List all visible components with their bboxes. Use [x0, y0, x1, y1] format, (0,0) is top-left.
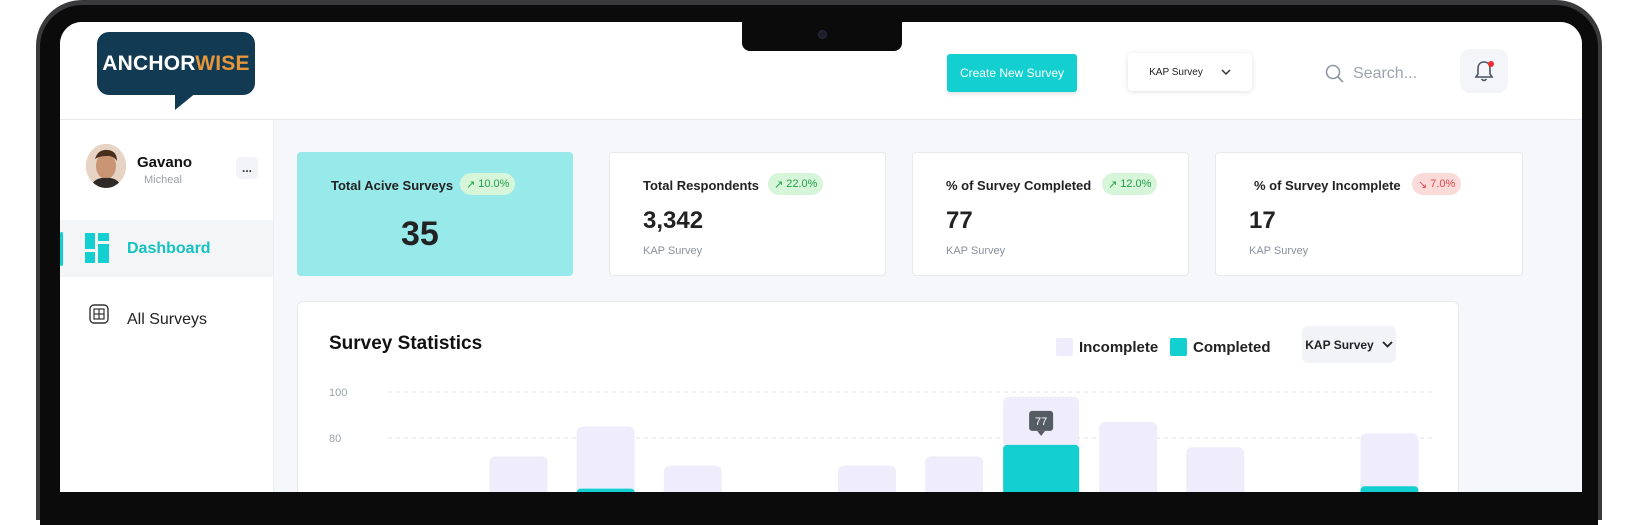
survey-statistics-chart: 100 80 77 [329, 387, 1433, 492]
legend-label: Completed [1193, 338, 1271, 356]
stat-card-incomplete[interactable]: % of Survey Incomplete ↘ 7.0% 17 KAP Surv… [1215, 152, 1523, 276]
survey-select[interactable]: KAP Survey [1128, 53, 1252, 91]
y-tick-label: 100 [329, 387, 347, 399]
sidebar: Gavano Micheal ... Dashboard All Surveys [60, 120, 274, 492]
bar-tooltip-label: 77 [1035, 416, 1047, 428]
stat-card-value: 17 [1249, 207, 1276, 234]
trend-badge-value: 10.0% [478, 178, 510, 190]
trend-badge: ↗ 22.0% [768, 173, 824, 195]
trend-up-icon: ↗ [774, 178, 784, 191]
bar-incomplete [663, 465, 722, 492]
webcam-icon [818, 30, 827, 39]
stat-card-title: Total Respondents [643, 178, 760, 193]
surveys-icon [89, 304, 109, 324]
bar-tooltip [1029, 410, 1054, 431]
trend-badge: ↘ 7.0% [1412, 173, 1462, 195]
camera-notch [742, 22, 902, 51]
survey-select-value: KAP Survey [1149, 66, 1203, 78]
app-screen: ANCHORWISE Create New Survey KAP Survey … [60, 22, 1582, 492]
bar-incomplete [1099, 421, 1158, 492]
trend-badge-value: 7.0% [1430, 178, 1456, 190]
trend-up-icon: ↗ [466, 178, 476, 191]
sidebar-item-label: Dashboard [127, 240, 211, 257]
chart-title: Survey Statistics [329, 333, 483, 354]
bar-incomplete [837, 465, 896, 492]
active-indicator [60, 232, 63, 266]
bar-incomplete [925, 456, 984, 492]
avatar-image [86, 144, 126, 188]
bar-completed [1360, 486, 1419, 492]
chevron-down-icon [1382, 341, 1393, 348]
stat-card-subtitle: KAP Survey [946, 245, 1006, 257]
y-tick-label: 80 [329, 433, 341, 445]
trend-badge: ↗ 12.0% [1102, 173, 1158, 195]
user-subtitle: Micheal [144, 174, 182, 186]
bar-completed [1003, 444, 1080, 492]
logo-text-anchor: ANCHOR [102, 51, 196, 75]
stat-card-value: 3,342 [643, 207, 704, 234]
logo-speech-tail [175, 92, 197, 110]
trend-badge-value: 22.0% [786, 178, 818, 190]
user-more-button[interactable]: ... [236, 157, 258, 179]
bar-incomplete [1360, 433, 1419, 492]
legend-incomplete[interactable]: Incomplete [1056, 338, 1158, 356]
bar-incomplete [1186, 447, 1245, 492]
user-name: Gavano [137, 154, 193, 171]
notifications-button[interactable] [1460, 49, 1508, 93]
create-survey-button[interactable]: Create New Survey [947, 54, 1077, 92]
bar-completed [576, 488, 635, 492]
stat-card-completed[interactable]: % of Survey Completed ↗ 12.0% 77 KAP Surv… [912, 152, 1189, 276]
stat-card-respondents[interactable]: Total Respondents ↗ 22.0% 3,342 KAP Surve… [609, 152, 886, 276]
anchorwise-logo[interactable]: ANCHORWISE [97, 32, 255, 95]
trend-badge-value: 12.0% [1120, 178, 1152, 190]
stat-card-title: % of Survey Completed [946, 178, 1092, 193]
trend-down-icon: ↘ [1418, 178, 1428, 191]
avatar[interactable] [86, 144, 126, 188]
bar-incomplete [576, 426, 635, 492]
sidebar-item-label: All Surveys [127, 311, 208, 328]
chevron-down-icon [1221, 68, 1231, 75]
legend-completed[interactable]: Completed [1170, 338, 1271, 356]
stat-card-subtitle: KAP Survey [643, 245, 703, 257]
stat-card-value: 35 [401, 215, 439, 253]
logo-text-wise: WISE [195, 51, 250, 75]
stat-card-active-surveys[interactable]: Total Acive Surveys ↗ 10.0% 35 [297, 152, 573, 276]
search-box[interactable]: Search... [1325, 59, 1445, 89]
search-placeholder: Search... [1353, 65, 1418, 82]
trend-badge: ↗ 10.0% [460, 173, 516, 195]
chart-survey-select-value: KAP Survey [1305, 337, 1374, 352]
legend-label: Incomplete [1079, 338, 1159, 356]
stat-card-title: % of Survey Incomplete [1254, 178, 1401, 193]
sidebar-item-all-surveys[interactable] [60, 292, 273, 348]
stat-card-subtitle: KAP Survey [1249, 245, 1309, 257]
legend-swatch-completed [1170, 338, 1187, 356]
dashboard-icon [85, 233, 109, 263]
stat-card-title: Total Acive Surveys [331, 178, 454, 193]
sidebar-item-dashboard[interactable]: Dashboard [60, 220, 273, 277]
notification-dot [1488, 61, 1494, 67]
top-header: ANCHORWISE Create New Survey KAP Survey … [60, 22, 1582, 120]
stat-card-value: 77 [946, 207, 973, 234]
legend-swatch-incomplete [1056, 338, 1073, 356]
survey-statistics-panel: 100 80 77 Survey Statistics Incomplete Com… [297, 301, 1459, 492]
bar-tooltip-arrow [1037, 430, 1046, 436]
bar-incomplete [489, 456, 548, 492]
chart-survey-select[interactable]: KAP Survey [1302, 326, 1396, 363]
search-icon [1325, 64, 1344, 83]
trend-up-icon: ↗ [1108, 178, 1118, 191]
